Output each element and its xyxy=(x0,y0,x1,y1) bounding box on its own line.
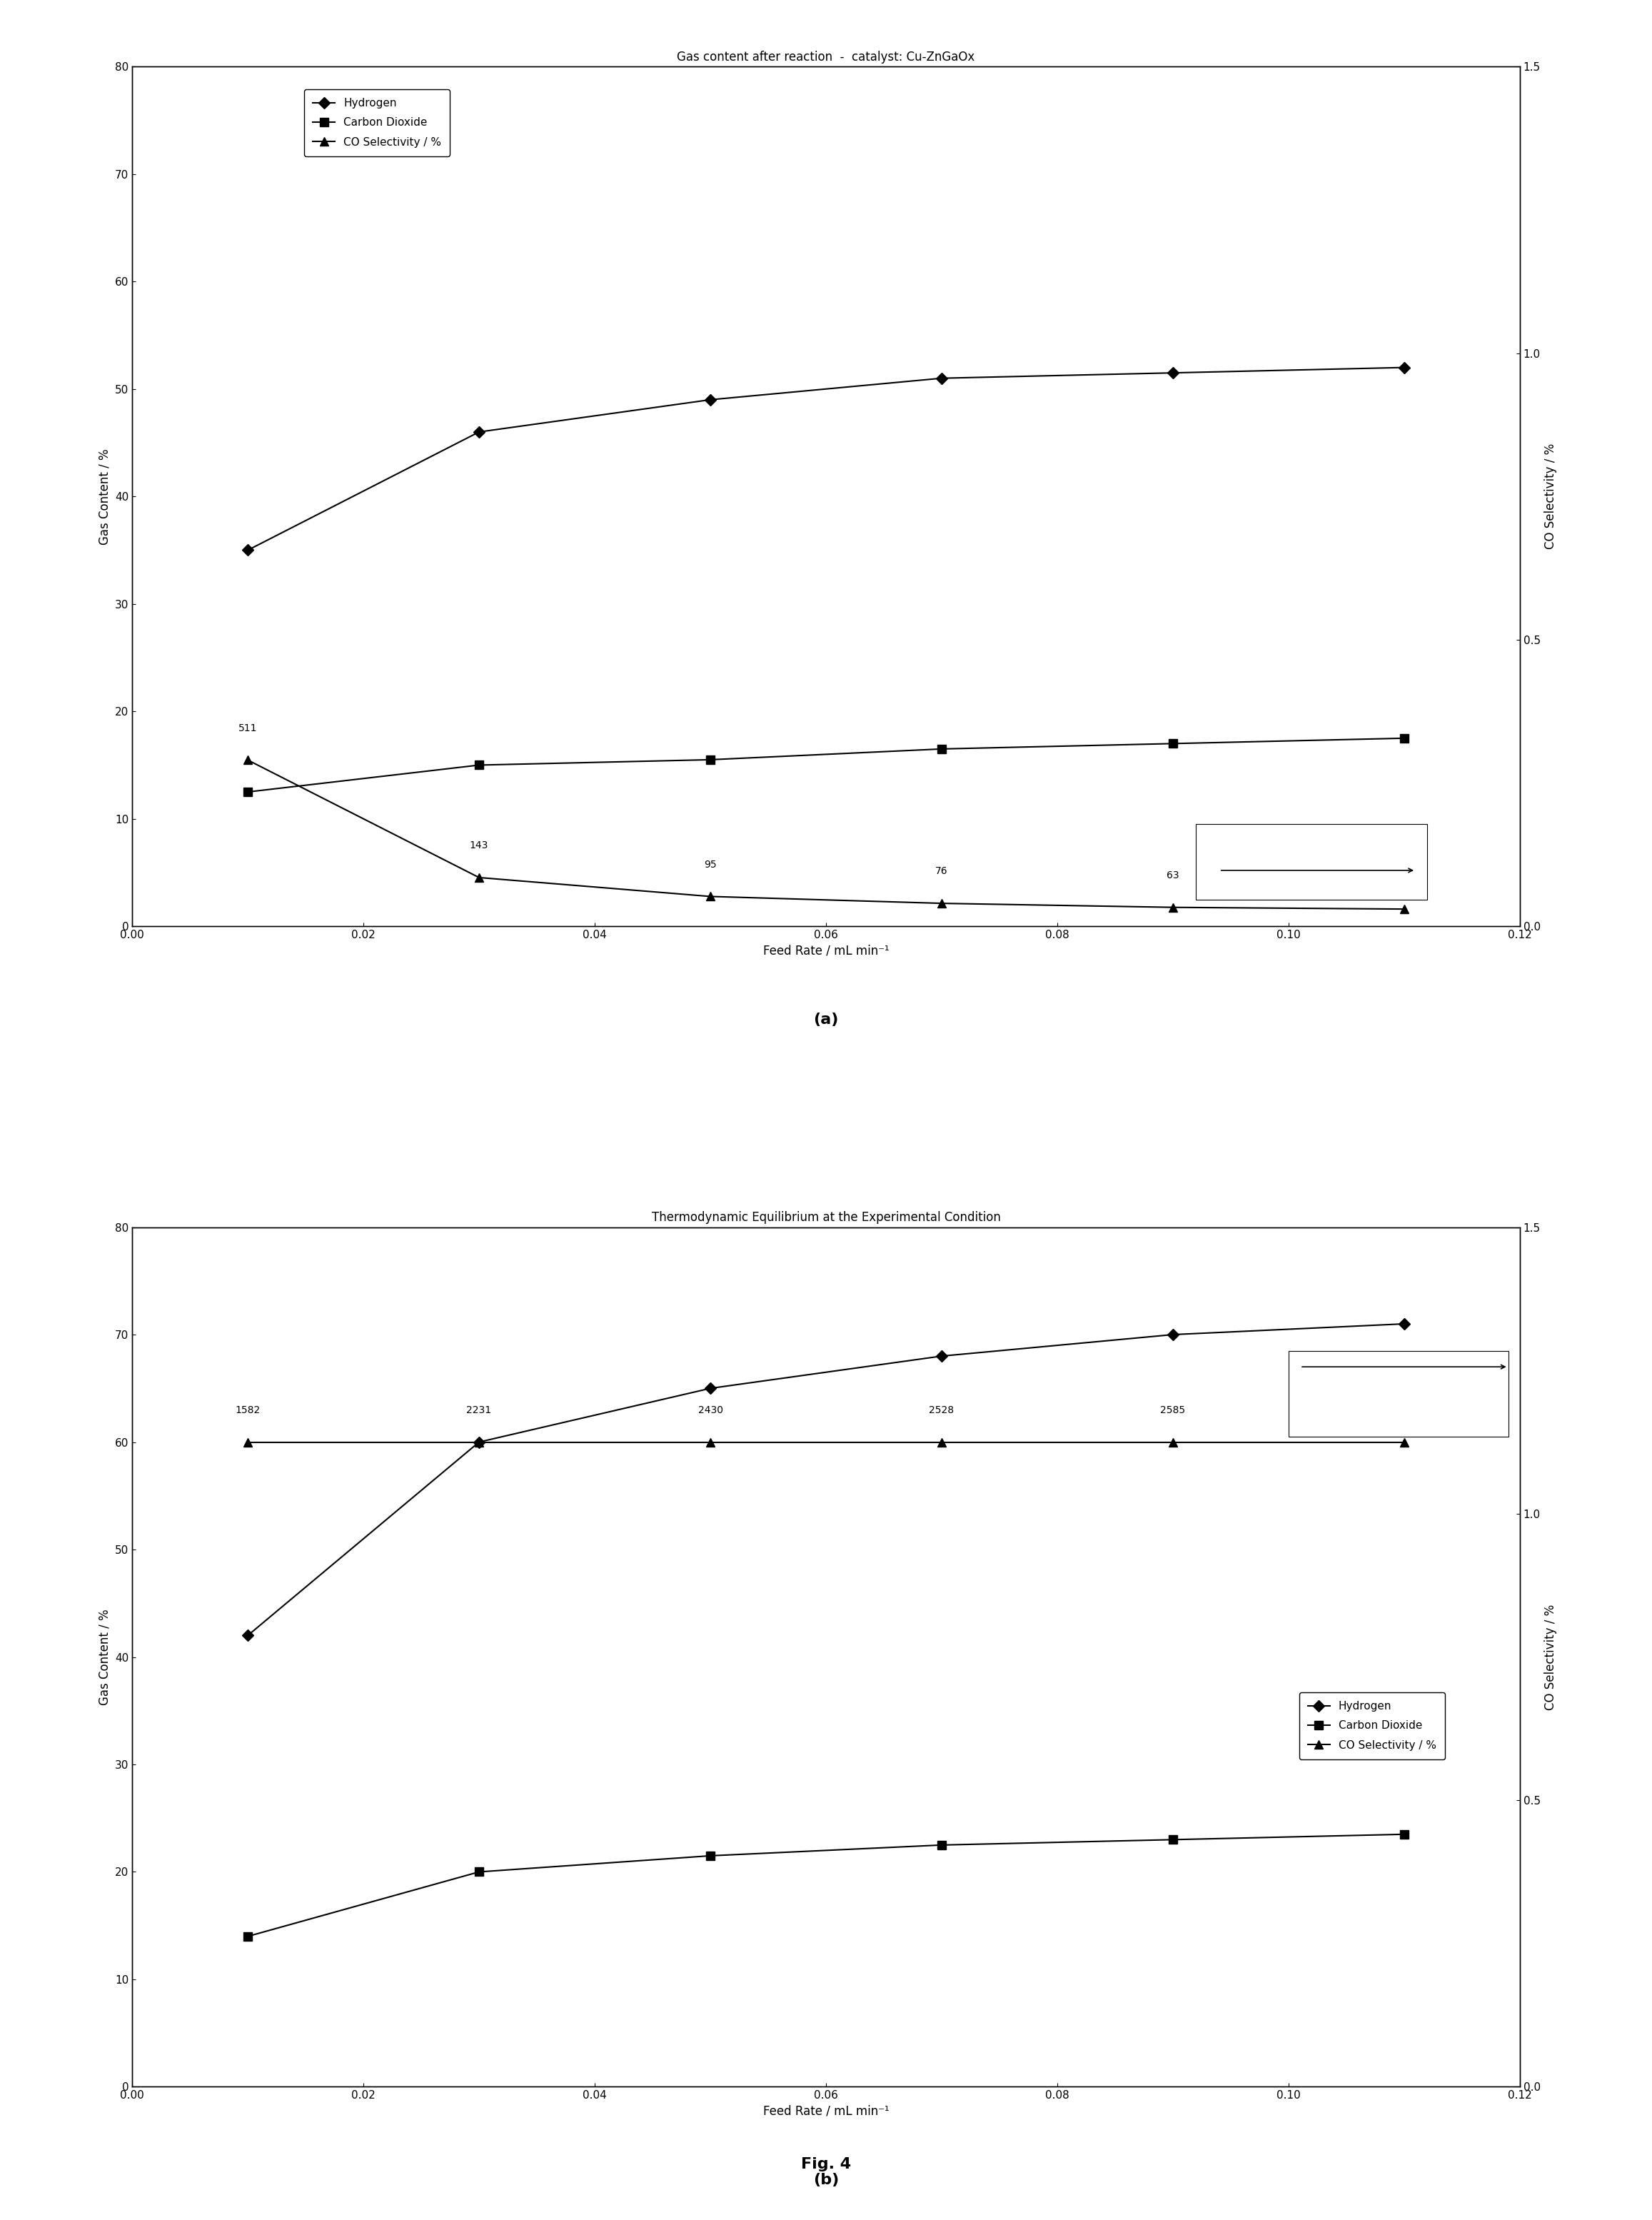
Text: 2585: 2585 xyxy=(1160,1405,1186,1414)
Text: Fig. 4: Fig. 4 xyxy=(801,2158,851,2171)
CO Selectivity / % xyxy=(1394,1430,1414,1456)
Hydrogen xyxy=(1163,1321,1183,1348)
Carbon Dioxide xyxy=(1163,1827,1183,1854)
CO Selectivity / % xyxy=(700,1430,720,1456)
Line: CO Selectivity / %: CO Selectivity / % xyxy=(244,1439,1408,1445)
CO Selectivity / % xyxy=(1163,1430,1183,1456)
Text: (a): (a) xyxy=(813,1012,839,1026)
Y-axis label: CO Selectivity / %: CO Selectivity / % xyxy=(1545,444,1558,548)
Hydrogen xyxy=(1394,1310,1414,1336)
Hydrogen xyxy=(1163,360,1183,386)
Carbon Dioxide xyxy=(1163,730,1183,757)
Line: Hydrogen: Hydrogen xyxy=(244,1321,1408,1638)
Carbon Dioxide xyxy=(932,1831,952,1858)
Y-axis label: Gas Content / %: Gas Content / % xyxy=(97,1610,111,1705)
Line: Carbon Dioxide: Carbon Dioxide xyxy=(244,735,1408,797)
Text: 55: 55 xyxy=(1398,872,1411,881)
Hydrogen xyxy=(238,537,258,564)
Text: 63: 63 xyxy=(1166,870,1180,881)
Bar xyxy=(1289,1350,1508,1436)
Line: Hydrogen: Hydrogen xyxy=(244,364,1408,555)
Legend: Hydrogen, Carbon Dioxide, CO Selectivity / %: Hydrogen, Carbon Dioxide, CO Selectivity… xyxy=(304,89,449,155)
CO Selectivity / % xyxy=(469,864,489,890)
Carbon Dioxide xyxy=(1394,1820,1414,1847)
CO Selectivity / % xyxy=(1163,895,1183,921)
Hydrogen xyxy=(469,420,489,446)
Carbon Dioxide xyxy=(700,1843,720,1869)
Text: 1582: 1582 xyxy=(235,1405,261,1414)
Legend: Hydrogen, Carbon Dioxide, CO Selectivity / %: Hydrogen, Carbon Dioxide, CO Selectivity… xyxy=(1298,1692,1446,1758)
CO Selectivity / % xyxy=(1394,895,1414,921)
Bar xyxy=(1196,824,1427,899)
Carbon Dioxide xyxy=(469,1858,489,1885)
CO Selectivity / % xyxy=(932,1430,952,1456)
Title: Thermodynamic Equilibrium at the Experimental Condition: Thermodynamic Equilibrium at the Experim… xyxy=(651,1212,1001,1223)
Carbon Dioxide xyxy=(1394,726,1414,753)
Carbon Dioxide xyxy=(700,746,720,773)
Line: Carbon Dioxide: Carbon Dioxide xyxy=(244,1829,1408,1940)
Line: CO Selectivity / %: CO Selectivity / % xyxy=(244,757,1408,912)
Carbon Dioxide xyxy=(238,779,258,806)
Hydrogen xyxy=(238,1623,258,1649)
Carbon Dioxide xyxy=(238,1923,258,1949)
Hydrogen xyxy=(1394,355,1414,382)
Text: 143: 143 xyxy=(469,841,489,850)
Text: 95: 95 xyxy=(704,859,717,870)
CO Selectivity / % xyxy=(238,746,258,773)
Text: 2430: 2430 xyxy=(697,1405,724,1414)
Hydrogen xyxy=(700,386,720,413)
Text: 2622: 2622 xyxy=(1391,1405,1417,1414)
Hydrogen xyxy=(932,364,952,391)
Carbon Dioxide xyxy=(469,753,489,779)
Text: 511: 511 xyxy=(238,724,258,733)
CO Selectivity / % xyxy=(469,1430,489,1456)
Hydrogen xyxy=(932,1343,952,1370)
Title: Gas content after reaction  -  catalyst: Cu-ZnGaOx: Gas content after reaction - catalyst: C… xyxy=(677,51,975,64)
Text: 2231: 2231 xyxy=(466,1405,492,1414)
CO Selectivity / % xyxy=(238,1430,258,1456)
Text: (b): (b) xyxy=(813,2173,839,2187)
Hydrogen xyxy=(469,1430,489,1456)
CO Selectivity / % xyxy=(700,884,720,910)
Text: 76: 76 xyxy=(935,866,948,877)
CO Selectivity / % xyxy=(932,890,952,917)
Carbon Dioxide xyxy=(932,735,952,761)
X-axis label: Feed Rate / mL min⁻¹: Feed Rate / mL min⁻¹ xyxy=(763,944,889,957)
Hydrogen xyxy=(700,1374,720,1401)
X-axis label: Feed Rate / mL min⁻¹: Feed Rate / mL min⁻¹ xyxy=(763,2105,889,2118)
Y-axis label: Gas Content / %: Gas Content / % xyxy=(97,448,111,544)
Text: 2528: 2528 xyxy=(928,1405,955,1414)
Y-axis label: CO Selectivity / %: CO Selectivity / % xyxy=(1545,1605,1558,1709)
